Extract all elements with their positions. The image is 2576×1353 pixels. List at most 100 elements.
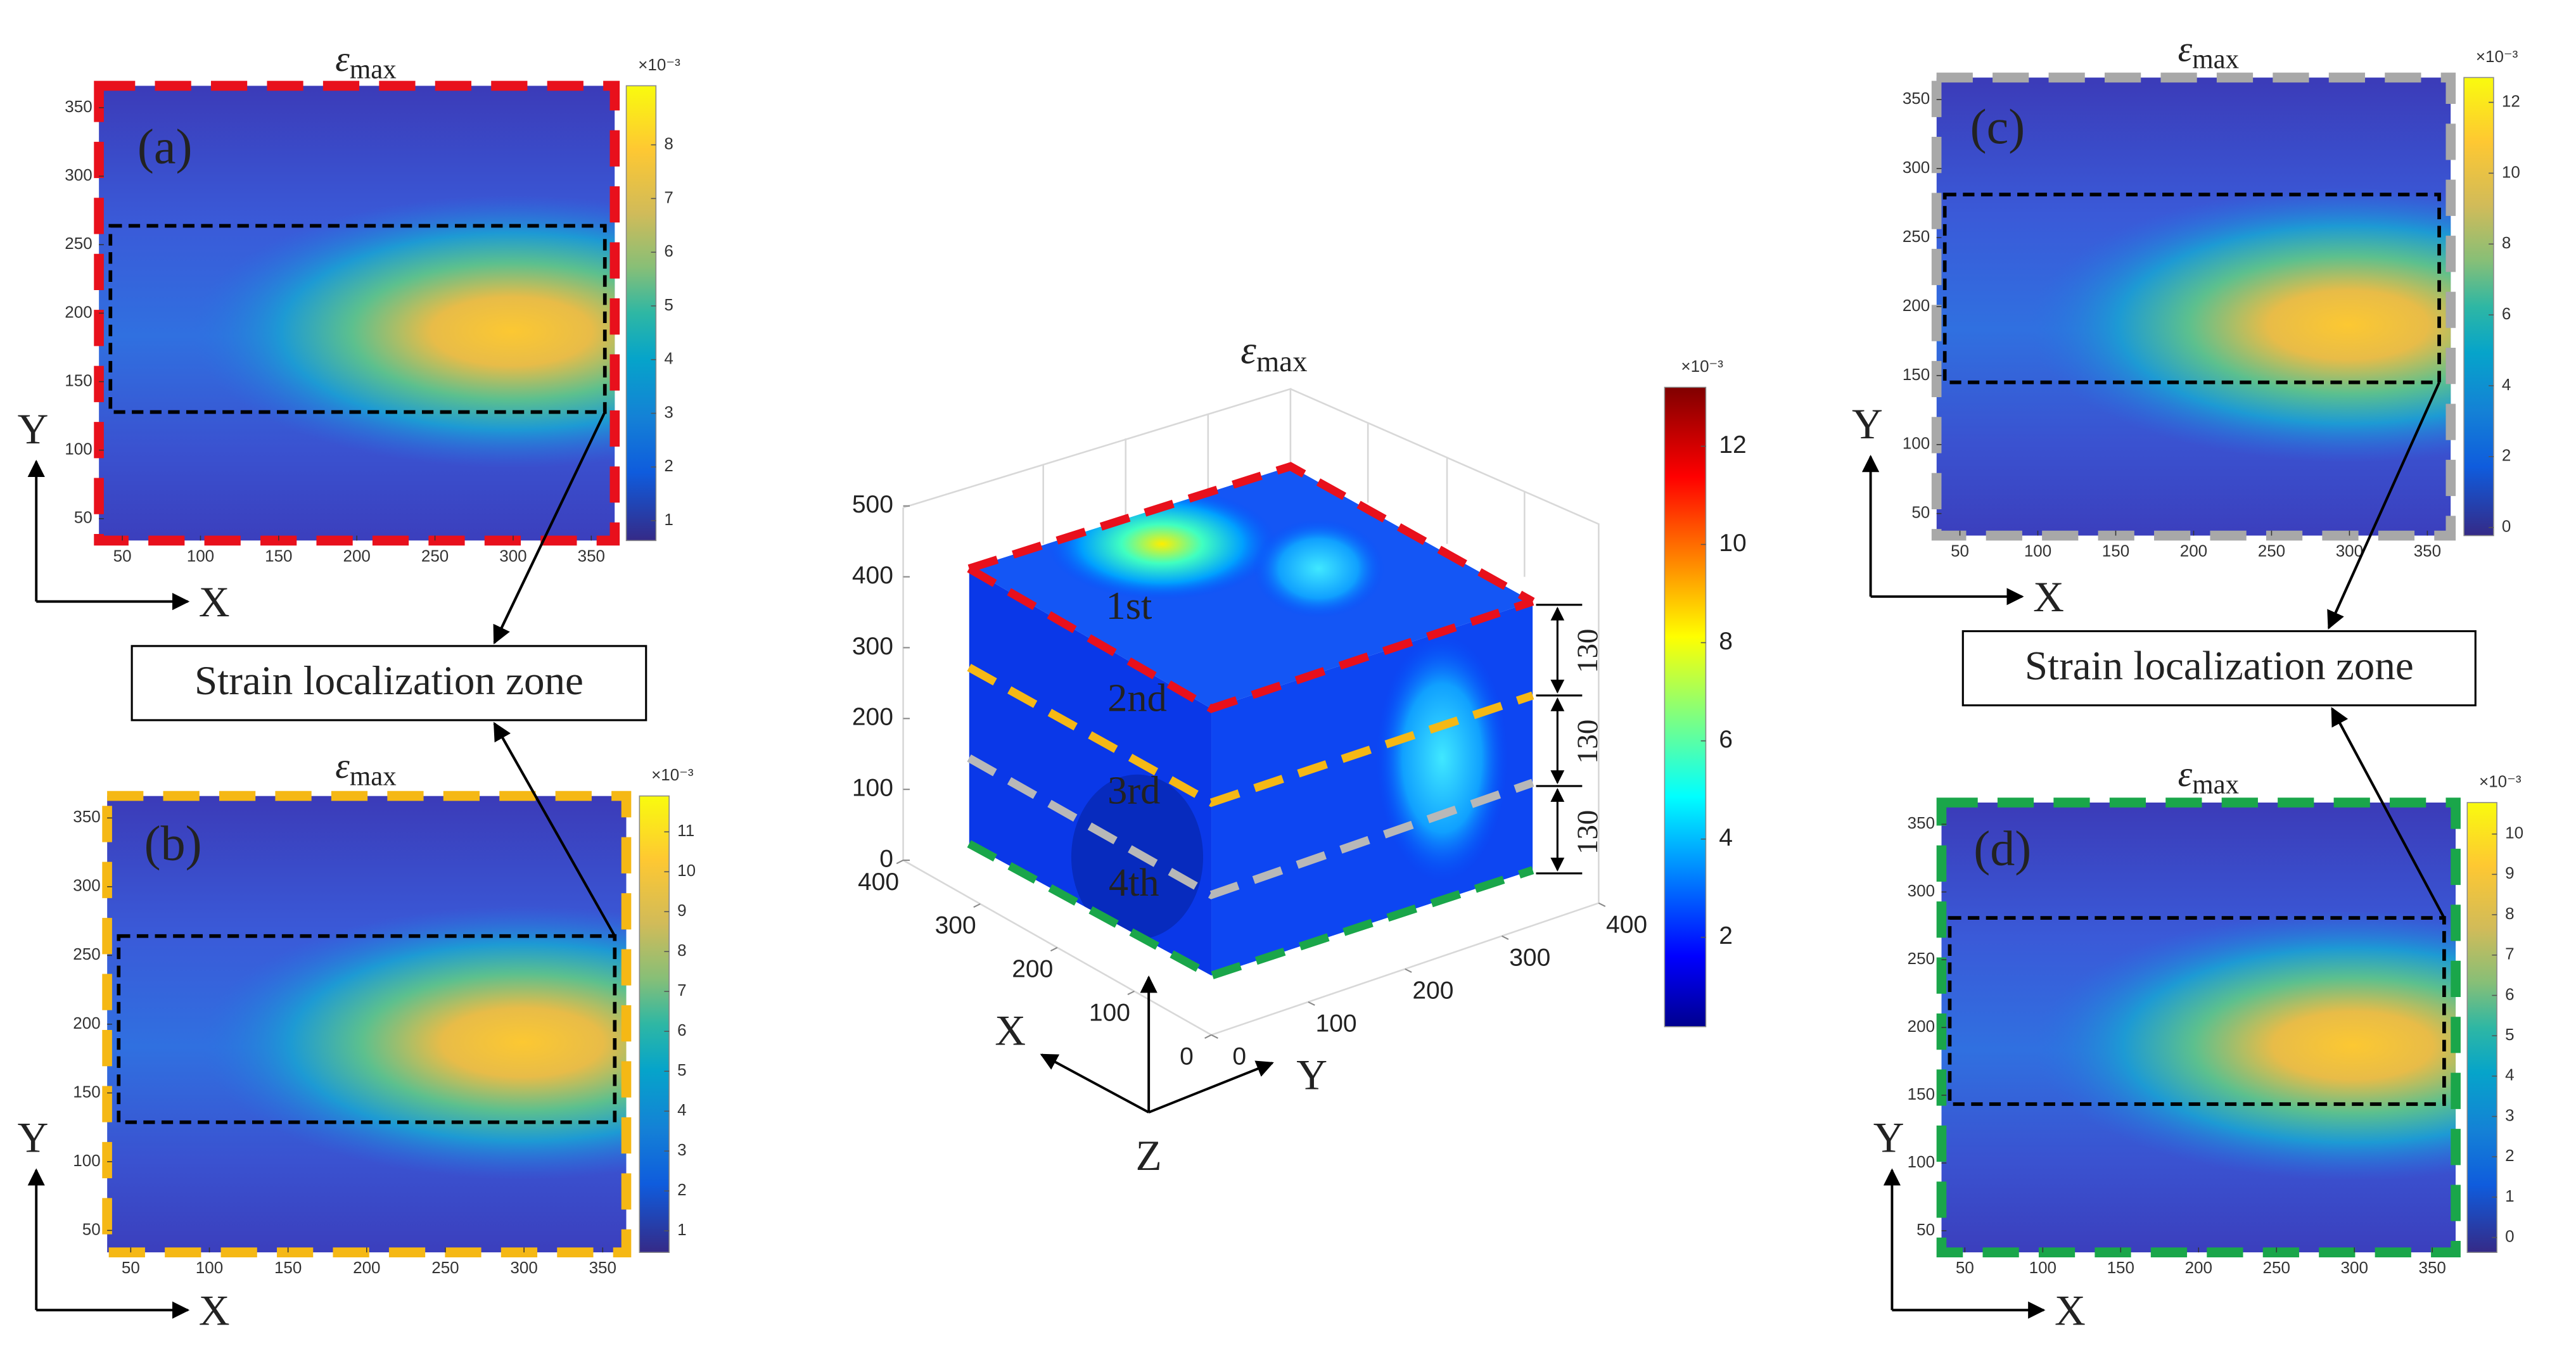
y-tick-label: 200 — [73, 1013, 100, 1032]
colorbar-tick-label: 10 — [677, 861, 696, 880]
x-tick-label: 50 — [1956, 1258, 1974, 1277]
colorbar-tick-label: 7 — [2505, 944, 2514, 963]
y-tick-label: 50 — [82, 1219, 101, 1238]
panel-title: εmax — [2178, 30, 2239, 75]
y-tick-label: 300 — [65, 165, 92, 184]
axis-label: X — [995, 1007, 1026, 1054]
colorbar — [2466, 802, 2497, 1253]
x-tick — [1127, 990, 1135, 996]
y-tick — [1502, 935, 1509, 940]
panel-title: εmax — [2178, 754, 2239, 799]
colorbar-tick-label: 4 — [2502, 375, 2511, 394]
panel: (c) 50 100 150 200 250 300 350 50 100 150 200 250 300… — [1852, 72, 2456, 621]
heatmap — [99, 86, 615, 541]
x-tick-label: 250 — [431, 1258, 459, 1277]
y-tick — [1598, 902, 1606, 907]
title-subscript: max — [350, 761, 397, 791]
y-tick-label: 250 — [1908, 949, 1935, 968]
layer-label: 1st — [1106, 583, 1152, 628]
title-symbol: ε — [335, 39, 350, 79]
y-tick-label: 150 — [1903, 365, 1930, 384]
layer-label: 2nd — [1107, 676, 1167, 720]
y-tick-label: 100 — [73, 1151, 100, 1170]
y-tick-label: 100 — [1903, 434, 1930, 453]
title-symbol: ε — [2178, 30, 2193, 70]
colorbar-tick-label: 8 — [2502, 233, 2511, 252]
x-tick-label: 100 — [187, 546, 214, 565]
x-tick-label: 250 — [2258, 541, 2285, 560]
colorbar-tick-label: 2 — [1719, 922, 1733, 950]
y-tick-label: 400 — [1606, 911, 1647, 938]
colorbar-tick-label: 7 — [677, 981, 686, 1000]
colorbar-tick-label: 6 — [2502, 304, 2511, 323]
y-tick-label: 200 — [65, 302, 92, 321]
title-subscript: max — [350, 54, 397, 84]
x-tick-label: 300 — [2336, 541, 2363, 560]
colorbar-tick-label: 11 — [677, 821, 694, 840]
x-axis-label: X — [199, 578, 230, 626]
callout-arrow — [2331, 707, 2445, 919]
title-subscript: max — [2192, 45, 2239, 75]
callout-text: Strain localization zone — [194, 658, 583, 704]
title-subscript: max — [2192, 770, 2239, 799]
colorbar-tick-label: 2 — [2505, 1146, 2514, 1165]
colorbar — [639, 795, 670, 1253]
colorbar-tick-label: 8 — [1719, 628, 1733, 655]
colorbar-exponent: ×10⁻³ — [638, 55, 680, 74]
axis-label: Z — [1136, 1132, 1162, 1179]
callout-arrow — [2327, 381, 2440, 630]
y-axis-label: Y — [18, 1114, 49, 1161]
y-tick-label: 350 — [73, 807, 100, 826]
colorbar-tick-label: 10 — [2505, 823, 2523, 842]
colorbar-tick-label: 1 — [2505, 1186, 2514, 1205]
colorbar-tick-label: 12 — [2502, 91, 2520, 110]
localization-zone — [108, 224, 607, 414]
y-tick-label: 350 — [1903, 89, 1930, 108]
colorbar-tick-label: 8 — [664, 134, 673, 153]
panel-label: (c) — [1970, 99, 2025, 154]
colorbar-tick-label: 5 — [677, 1060, 686, 1079]
callout-arrow — [493, 411, 606, 645]
y-axis-label: Y — [18, 405, 49, 453]
x-tick — [1204, 1034, 1212, 1039]
y-tick-label: 300 — [1903, 158, 1930, 177]
cube — [969, 466, 1533, 976]
y-tick-label: 250 — [73, 944, 100, 963]
x-tick-label: 50 — [122, 1258, 140, 1277]
title-subscript: max — [1256, 345, 1308, 378]
colorbar-tick-label: 10 — [1719, 530, 1746, 557]
y-tick — [1405, 968, 1412, 973]
y-tick-label: 350 — [1908, 813, 1935, 832]
x-tick-label: 100 — [2029, 1258, 2056, 1277]
layer-thickness: 130 — [1571, 810, 1604, 854]
z-tick-label: 400 — [852, 562, 893, 589]
title-symbol: ε — [1240, 328, 1256, 372]
y-tick-label: 50 — [1911, 503, 1930, 522]
colorbar-tick-label: 8 — [677, 941, 686, 960]
x-tick — [1050, 947, 1058, 952]
panel-label: (a) — [137, 118, 193, 174]
x-axis-label: X — [2033, 573, 2064, 621]
colorbar-tick-label: 0 — [2505, 1227, 2514, 1246]
y-tick-label: 300 — [1908, 881, 1935, 900]
x-tick-label: 200 — [2180, 541, 2207, 560]
z-tick-label: 100 — [852, 775, 893, 802]
dimension-bars — [1536, 604, 1583, 875]
colorbar-tick-label: 12 — [1719, 431, 1746, 459]
heatmap — [1941, 803, 2456, 1253]
y-tick-label: 100 — [1908, 1152, 1935, 1171]
colorbar-tick-label: 9 — [677, 901, 686, 920]
x-tick-label: 200 — [2185, 1258, 2212, 1277]
x-tick-label: 50 — [113, 546, 132, 565]
colorbar-tick-label: 6 — [1719, 726, 1733, 753]
colorbar-tick-label: 4 — [677, 1100, 686, 1119]
x-tick-label: 0 — [1180, 1043, 1194, 1070]
colorbar-tick-label: 6 — [677, 1020, 686, 1039]
layer-label: 3rd — [1107, 768, 1160, 812]
panel: (d) 50 100 150 200 250 300 350 50 100 150 200 250 300… — [1873, 797, 2461, 1335]
x-axis-label: X — [2055, 1287, 2086, 1335]
panel-title: εmax — [1240, 328, 1307, 378]
colorbar-exponent: ×10⁻³ — [2476, 47, 2518, 66]
y-tick-label: 50 — [74, 508, 92, 527]
